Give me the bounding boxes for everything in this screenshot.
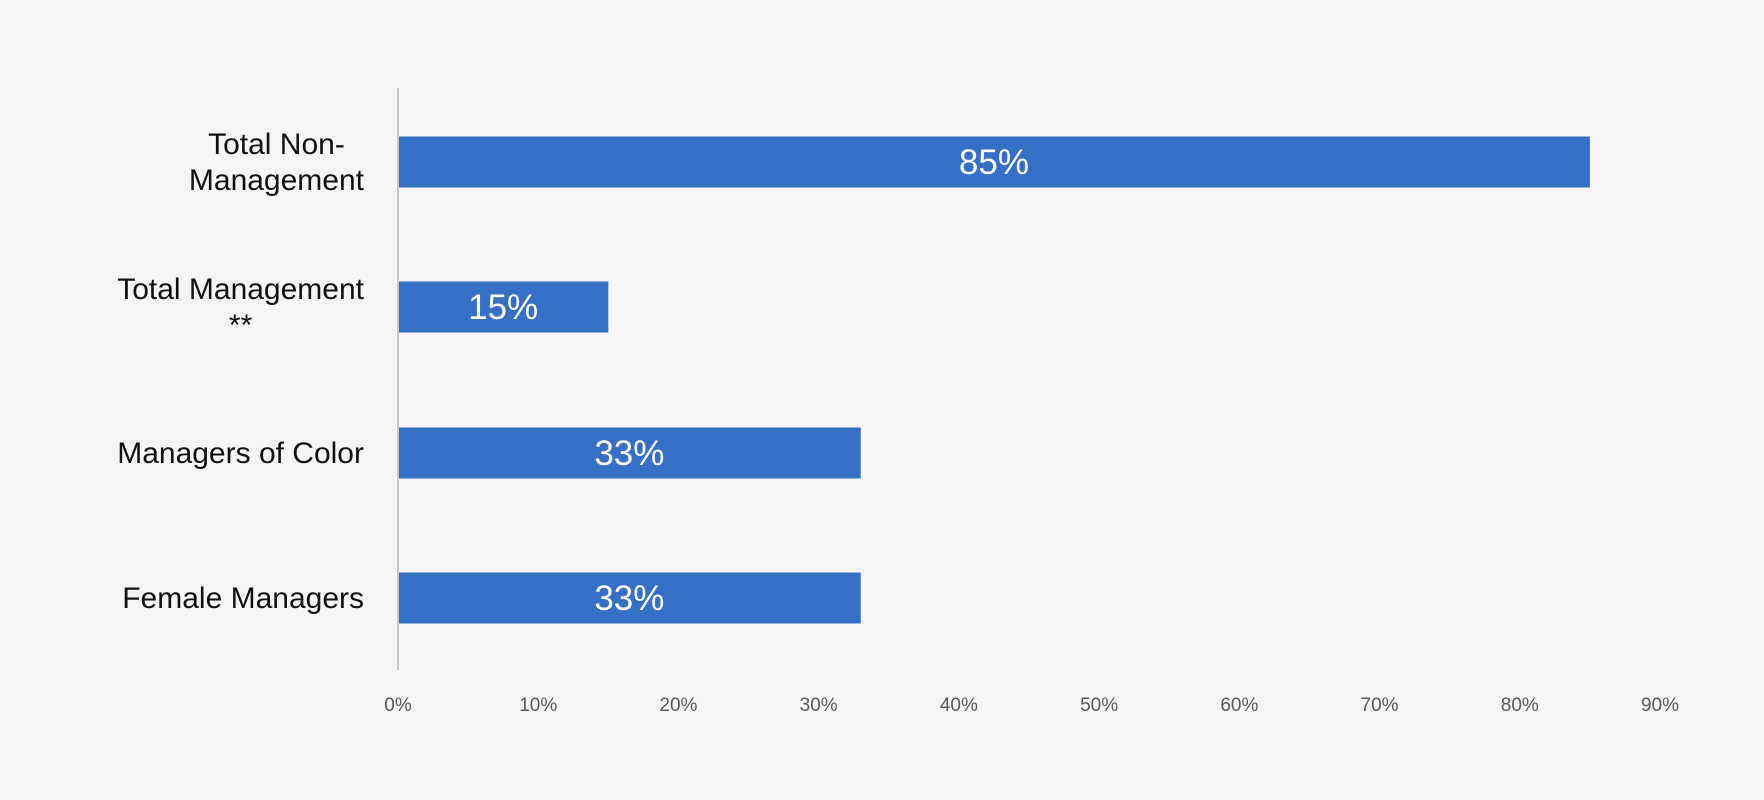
x-tick-label: 30% — [800, 695, 838, 716]
bar — [398, 281, 609, 333]
category-label: Female Managers — [122, 582, 364, 615]
data-label: 85% — [959, 143, 1029, 182]
bar — [398, 427, 861, 479]
category-label: ** — [229, 309, 253, 342]
x-tick-label: 10% — [519, 695, 557, 716]
x-tick-label: 80% — [1501, 695, 1539, 716]
category-labels-layer: Total Non-Management Total Management** Ma… — [117, 128, 364, 615]
data-label: 15% — [468, 288, 538, 327]
x-tick-label: 50% — [1080, 695, 1118, 716]
data-label: 33% — [594, 434, 664, 473]
data-label: 33% — [594, 579, 664, 618]
x-tick-label: 90% — [1641, 695, 1679, 716]
bar — [398, 136, 1590, 188]
x-tick-label: 0% — [384, 695, 412, 716]
category-label: Total Management — [117, 273, 364, 306]
bar — [398, 572, 861, 624]
category-label: Managers of Color — [117, 437, 364, 470]
category-label: Total Non- — [208, 128, 345, 161]
bars-layer — [398, 136, 1590, 624]
x-tick-label: 20% — [659, 695, 697, 716]
category-label: Management — [189, 164, 365, 197]
x-tick-label: 70% — [1361, 695, 1399, 716]
x-tick-label: 60% — [1220, 695, 1258, 716]
data-labels-layer: 85% 15% 33% 33% — [468, 143, 1029, 618]
x-axis-ticks: 0% 10% 20% 30% 40% 50% 60% 70% 80% 90% — [384, 695, 1679, 716]
x-tick-label: 40% — [940, 695, 978, 716]
